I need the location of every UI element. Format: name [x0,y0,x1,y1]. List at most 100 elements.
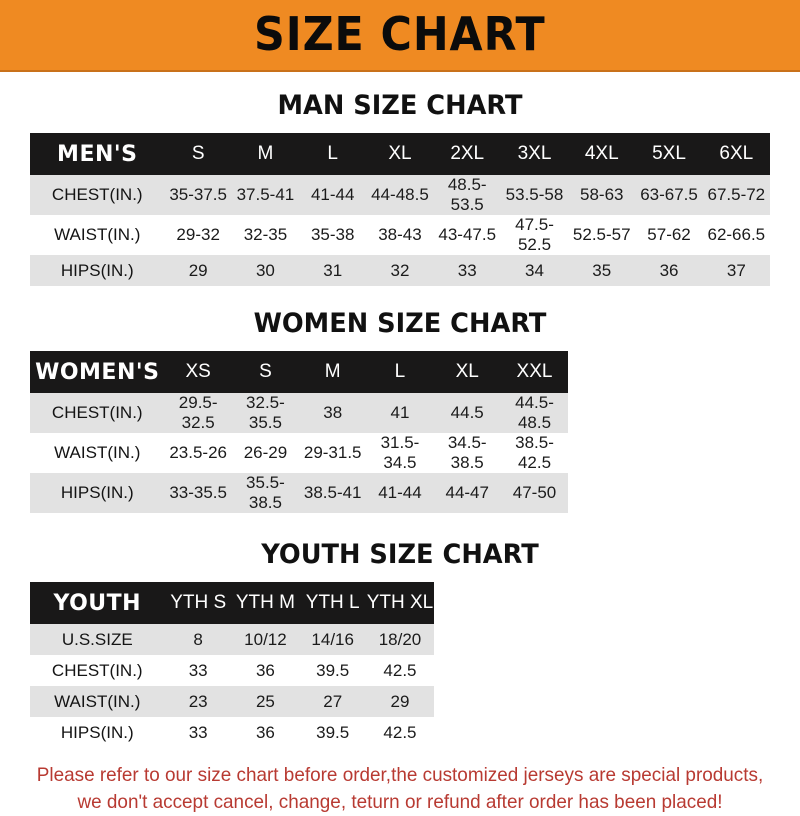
man-row-label: WAIST(IN.) [30,215,165,255]
youth-row-label: CHEST(IN.) [30,655,165,686]
youth-row-spacer [433,655,770,686]
youth-measurement-cell: 33 [164,655,232,686]
man-size-table: MEN'S S M L XL 2XL 3XL 4XL 5XL 6XL CHEST(IN.) 35-3… [30,133,770,286]
youth-header-row: YOUTH YTH S YTH M YTH L YTH XL [30,582,770,624]
table-row: CHEST(IN.) 33 36 39.5 42.5 [30,655,770,686]
women-measurement-cell: 41 [366,393,434,433]
man-column-header: M [257,143,274,164]
youth-measurement-cell: 39.5 [299,655,367,686]
youth-measurement-cell: 42.5 [366,717,434,748]
youth-row-label: HIPS(IN.) [30,717,165,748]
man-column-header: 2XL [450,143,485,164]
youth-measurement-cell: 10/12 [231,624,300,655]
women-column-header: XS [185,361,211,382]
man-measurement-cell: 29 [164,255,232,286]
women-measurement-cell: 44-47 [433,473,501,513]
women-row-spacer [568,393,770,433]
man-measurement-cell: 37.5-41 [231,175,300,215]
youth-measurement-cell: 39.5 [299,717,367,748]
page-banner: SIZE CHART [0,0,800,72]
man-measurement-cell: 48.5-53.5 [433,175,501,215]
women-column-header: S [259,361,272,382]
youth-column-header: YTH S [170,592,227,613]
man-measurement-cell: 38-43 [366,215,434,255]
youth-measurement-cell: 36 [231,717,300,748]
man-row-label: HIPS(IN.) [30,255,165,286]
women-measurement-cell: 38.5-42.5 [500,433,569,473]
table-row: U.S.SIZE 8 10/12 14/16 18/20 [30,624,770,655]
youth-table-body: U.S.SIZE 8 10/12 14/16 18/20 CHEST(IN.) 33 36 39… [30,624,770,748]
table-row: WAIST(IN.) 29-32 32-35 35-38 38-43 43-47.5 47.… [30,215,770,255]
youth-row-label: U.S.SIZE [30,624,165,655]
man-column-header: 4XL [584,143,619,164]
man-header-row: MEN'S S M L XL 2XL 3XL 4XL 5XL 6XL [30,133,770,175]
women-measurement-cell: 31.5-34.5 [366,433,434,473]
man-measurement-cell: 44-48.5 [366,175,434,215]
youth-column-header: YTH M [235,592,295,613]
youth-measurement-cell: 8 [164,624,232,655]
youth-column-header: YTH L [305,592,360,613]
order-policy-note-line-1: Please refer to our size chart before or… [36,764,764,786]
man-column-header: L [327,143,338,164]
man-measurement-cell: 67.5-72 [702,175,770,215]
youth-table-head: YOUTH YTH S YTH M YTH L YTH XL [30,582,770,624]
women-column-header: L [394,361,406,382]
women-measurement-cell: 35.5-38.5 [231,473,300,513]
man-measurement-cell: 41-44 [299,175,367,215]
women-row-label: HIPS(IN.) [30,473,165,513]
youth-size-table: YOUTH YTH S YTH M YTH L YTH XL U.S.SIZE 8 10/1… [30,582,770,748]
table-row: WAIST(IN.) 23 25 27 29 [30,686,770,717]
man-measurement-cell: 29-32 [164,215,232,255]
table-row: CHEST(IN.) 29.5-32.5 32.5-35.5 38 41 44.5 44.5… [30,393,770,433]
man-column-header: XL [388,143,412,164]
women-row-spacer [568,433,770,473]
man-measurement-cell: 32-35 [231,215,300,255]
man-measurement-cell: 35-38 [299,215,367,255]
man-measurement-cell: 37 [702,255,770,286]
man-measurement-cell: 58-63 [568,175,636,215]
table-row: HIPS(IN.) 33-35.5 35.5-38.5 38.5-41 41-44 44-… [30,473,770,513]
women-row-label-header: WOMEN'S [35,359,160,385]
order-policy-note: Please refer to our size chart before or… [31,762,768,816]
man-measurement-cell: 35-37.5 [164,175,232,215]
women-table-wrap: WOMEN'S XS S M L XL XXL CHEST(IN.) 29.5-32.5 32.… [30,351,770,513]
man-section-title: MAN SIZE CHART [277,90,523,121]
youth-table-wrap: YOUTH YTH S YTH M YTH L YTH XL U.S.SIZE 8 10/1… [30,582,770,748]
women-measurement-cell: 23.5-26 [164,433,232,473]
women-table-head: WOMEN'S XS S M L XL XXL [30,351,770,393]
women-size-section: WOMEN SIZE CHART WOMEN'S XS S M L XL XXL CHEST… [0,308,800,513]
youth-row-spacer [433,624,770,655]
man-size-section: MAN SIZE CHART MEN'S S M L XL 2XL 3XL 4XL 5XL 6XL… [0,90,800,286]
women-measurement-cell: 29-31.5 [299,433,367,473]
youth-column-header: YTH XL [366,592,434,613]
man-measurement-cell: 53.5-58 [500,175,569,215]
women-measurement-cell: 38.5-41 [299,473,367,513]
man-measurement-cell: 30 [231,255,300,286]
man-measurement-cell: 31 [299,255,367,286]
women-row-spacer [568,473,770,513]
man-measurement-cell: 57-62 [635,215,703,255]
man-measurement-cell: 32 [366,255,434,286]
man-measurement-cell: 43-47.5 [433,215,501,255]
man-column-header: 3XL [517,143,552,164]
women-measurement-cell: 44.5 [433,393,501,433]
man-table-head: MEN'S S M L XL 2XL 3XL 4XL 5XL 6XL [30,133,770,175]
man-row-label: CHEST(IN.) [30,175,165,215]
order-policy-note-line-2: we don't accept cancel, change, teturn o… [77,791,723,813]
youth-header-spacer [433,582,770,624]
women-row-label: WAIST(IN.) [30,433,165,473]
women-measurement-cell: 41-44 [366,473,434,513]
women-column-header: M [324,361,341,382]
youth-measurement-cell: 25 [231,686,300,717]
women-header-row: WOMEN'S XS S M L XL XXL [30,351,770,393]
youth-size-section: YOUTH SIZE CHART YOUTH YTH S YTH M YTH L YTH… [0,539,800,748]
youth-measurement-cell: 29 [366,686,434,717]
women-measurement-cell: 38 [299,393,367,433]
youth-measurement-cell: 27 [299,686,367,717]
page-title: SIZE CHART [254,7,546,61]
man-measurement-cell: 34 [500,255,569,286]
youth-row-spacer [433,717,770,748]
women-header-spacer [568,351,770,393]
youth-measurement-cell: 33 [164,717,232,748]
man-measurement-cell: 47.5-52.5 [500,215,569,255]
